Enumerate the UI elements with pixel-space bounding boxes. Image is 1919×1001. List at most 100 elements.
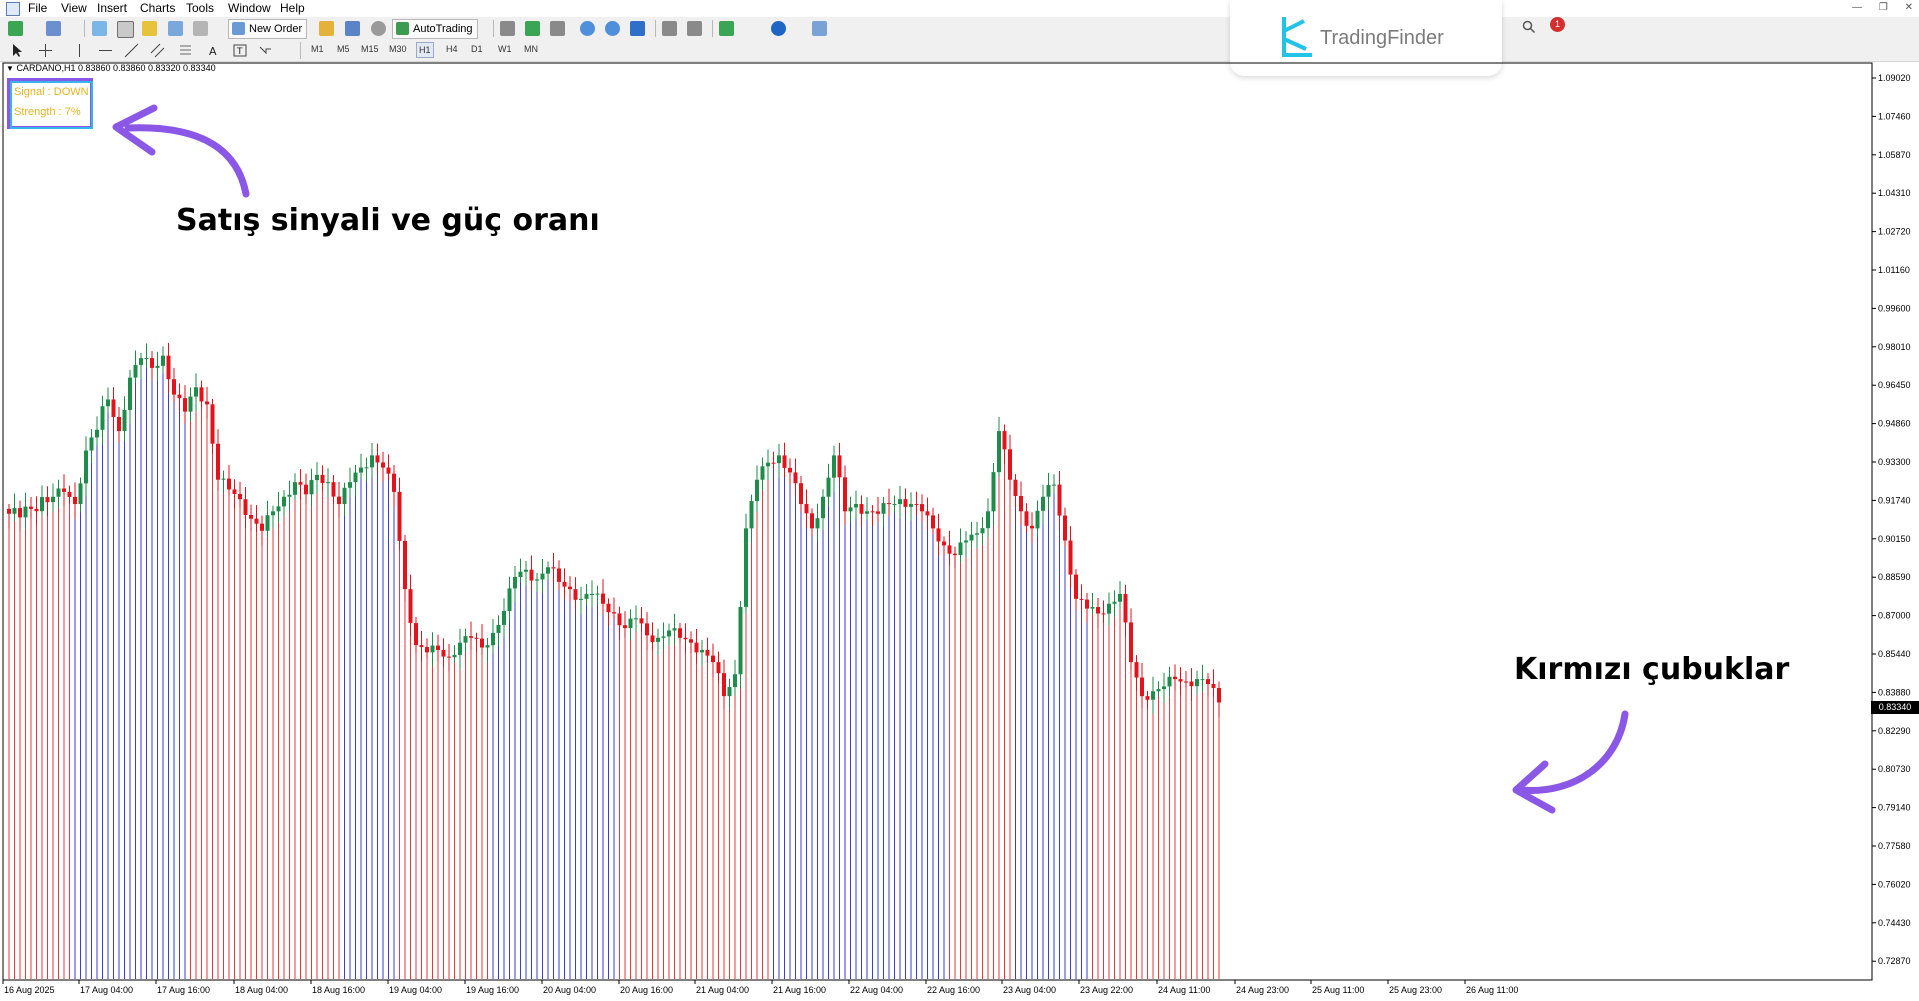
chart-canvas[interactable]: 1.09020 1.07460 1.05870 1.04310 1.02720 1.011…	[0, 61, 1919, 996]
candle-body	[420, 645, 424, 647]
crosshair-navigator-icon[interactable]	[117, 21, 134, 38]
market-watch-icon[interactable]	[92, 21, 107, 36]
new-chart-icon[interactable]	[8, 21, 23, 36]
candle-body	[700, 650, 704, 652]
candle-body	[216, 444, 220, 480]
notification-badge-icon[interactable]: 1	[1550, 17, 1565, 32]
arrows-icon[interactable]	[258, 43, 273, 58]
menu-help[interactable]: Help	[280, 1, 305, 15]
auto-scroll-icon[interactable]	[687, 21, 702, 36]
menu-view[interactable]: View	[61, 1, 87, 15]
tile-windows-icon[interactable]	[630, 21, 645, 36]
candlestick-icon[interactable]	[525, 21, 540, 36]
price-chart[interactable]: 1.09020 1.07460 1.05870 1.04310 1.02720 1.011…	[0, 61, 1919, 996]
timeframe-m1[interactable]: M1	[311, 44, 324, 54]
menu-window[interactable]: Window	[228, 1, 271, 15]
signals-icon[interactable]	[345, 21, 360, 36]
candle-body	[1014, 480, 1018, 496]
candle-body	[1212, 684, 1216, 688]
close-icon[interactable]: ✕	[1905, 2, 1913, 13]
candle-body	[777, 455, 781, 463]
menu-tools[interactable]: Tools	[186, 1, 214, 15]
trendline-icon[interactable]	[124, 43, 139, 58]
window-controls: — ❐ ✕	[1838, 2, 1913, 13]
timeframe-h1[interactable]: H1	[416, 42, 434, 58]
indicators-icon[interactable]	[719, 21, 734, 36]
strategy-tester-icon[interactable]	[193, 21, 208, 36]
svg-text:T: T	[236, 47, 243, 57]
data-window-icon[interactable]	[142, 21, 157, 36]
x-tick-label: 23 Aug 04:00	[1003, 985, 1056, 995]
toolbar-separator	[712, 20, 713, 37]
strength-label: Strength : 7%	[14, 106, 81, 118]
horizontal-line-icon[interactable]	[98, 43, 113, 58]
search-icon[interactable]	[1522, 20, 1536, 39]
new-order-button[interactable]: New Order	[228, 19, 307, 39]
text-icon[interactable]: A	[206, 43, 221, 58]
profiles-icon[interactable]	[46, 21, 61, 36]
menu-insert[interactable]: Insert	[97, 1, 127, 15]
zoom-in-icon[interactable]	[580, 21, 595, 36]
candle-body	[816, 518, 820, 528]
menu-file[interactable]: File	[28, 1, 47, 15]
menu-charts[interactable]: Charts	[140, 1, 175, 15]
candle-body	[62, 488, 66, 491]
text-label-icon[interactable]: T	[233, 43, 248, 58]
candle-body	[552, 567, 556, 568]
cursor-icon[interactable]	[10, 43, 25, 58]
x-tick-label: 22 Aug 04:00	[850, 985, 903, 995]
bar-chart-icon[interactable]	[500, 21, 515, 36]
candle-body	[860, 504, 864, 514]
candle-body	[640, 618, 644, 623]
timeframe-mn[interactable]: MN	[524, 44, 538, 54]
candle-body	[964, 541, 968, 543]
candle-body	[458, 643, 462, 655]
candle-body	[937, 528, 941, 541]
candle-body	[755, 480, 759, 501]
candle-body	[821, 497, 825, 518]
y-tick-label: 0.72870	[1878, 956, 1911, 966]
metaeditor-icon[interactable]	[319, 21, 334, 36]
x-tick-label: 25 Aug 11:00	[1312, 985, 1364, 995]
symbol-dropdown-icon[interactable]: ▼	[6, 64, 14, 73]
timeframe-m5[interactable]: M5	[337, 44, 350, 54]
crosshair-icon[interactable]	[38, 43, 53, 58]
candle-body	[750, 501, 754, 528]
timeframe-w1[interactable]: W1	[498, 44, 512, 54]
fibonacci-icon[interactable]	[178, 43, 193, 58]
templates-icon[interactable]	[812, 21, 827, 36]
market-icon[interactable]	[371, 21, 386, 36]
timeframe-h4[interactable]: H4	[446, 44, 458, 54]
candle-body	[612, 612, 616, 613]
autotrading-button[interactable]: AutoTrading	[392, 19, 478, 39]
minimize-icon[interactable]: —	[1852, 2, 1862, 13]
timeframe-d1[interactable]: D1	[471, 44, 483, 54]
candle-body	[425, 647, 429, 652]
channel-icon[interactable]	[150, 43, 165, 58]
line-chart-icon[interactable]	[550, 21, 565, 36]
candle-body	[1190, 682, 1194, 687]
candle-body	[145, 358, 149, 359]
candle-body	[409, 589, 413, 623]
timeframe-m15[interactable]: M15	[361, 44, 379, 54]
y-tick-label: 1.05870	[1878, 150, 1911, 160]
y-tick-label: 0.91740	[1878, 495, 1911, 505]
timeframe-m30[interactable]: M30	[389, 44, 407, 54]
periods-icon[interactable]	[771, 21, 786, 36]
chart-shift-icon[interactable]	[662, 21, 677, 36]
candle-body	[398, 492, 402, 541]
candle-body	[282, 497, 286, 507]
candle-body	[90, 437, 94, 450]
y-tick-label: 1.04310	[1878, 188, 1911, 198]
terminal-icon[interactable]	[168, 21, 183, 36]
vertical-line-icon[interactable]	[72, 43, 87, 58]
candle-body	[1124, 594, 1128, 622]
candle-body	[684, 638, 688, 639]
restore-icon[interactable]: ❐	[1879, 2, 1888, 13]
zoom-out-icon[interactable]	[605, 21, 620, 36]
candle-body	[497, 625, 501, 633]
logo-text: TradingFinder	[1320, 27, 1444, 50]
candle-body	[1107, 604, 1111, 614]
candle-body	[909, 504, 913, 507]
candle-body	[1030, 526, 1034, 529]
